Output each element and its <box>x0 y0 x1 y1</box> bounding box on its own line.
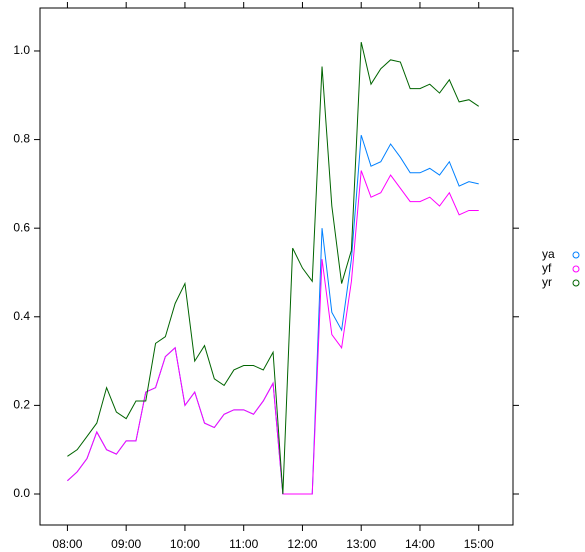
legend-label: ya <box>542 247 555 261</box>
x-tick-label: 14:00 <box>405 537 435 551</box>
legend-label: yf <box>542 261 552 275</box>
plot-frame <box>39 7 514 526</box>
y-tick-label: 0.2 <box>13 398 30 412</box>
legend-label: yr <box>542 275 552 289</box>
x-tick-label: 08:00 <box>52 537 82 551</box>
y-tick-label: 0.8 <box>13 132 30 146</box>
y-tick-label: 1.0 <box>13 43 30 57</box>
legend-marker <box>572 279 580 287</box>
x-tick-label: 11:00 <box>229 537 258 551</box>
x-tick-label: 09:00 <box>111 537 141 551</box>
y-tick-label: 0.0 <box>13 486 30 500</box>
x-tick-label: 13:00 <box>346 537 376 551</box>
series-line <box>67 134 479 495</box>
x-tick-label: 12:00 <box>287 537 317 551</box>
x-tick-label: 15:00 <box>464 537 494 551</box>
series-line <box>67 41 480 495</box>
legend-marker <box>572 251 580 259</box>
y-tick-label: 0.6 <box>13 220 30 234</box>
y-tick-label: 0.4 <box>13 309 30 323</box>
legend-marker <box>572 265 580 273</box>
x-tick-label: 10:00 <box>170 537 200 551</box>
series-line <box>67 170 479 495</box>
